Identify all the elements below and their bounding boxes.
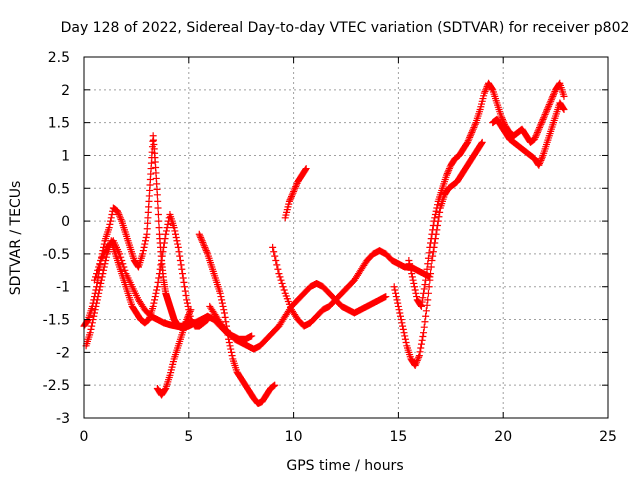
data-point-markers bbox=[405, 79, 568, 310]
y-tick-label: 0 bbox=[61, 214, 70, 230]
data-point-markers bbox=[390, 138, 486, 369]
data-points bbox=[80, 79, 568, 408]
axis-ticks: 0 5 10 15 20 25 -3 -2.5 -2 -1.5 -1 -0.5 0 0.5 1 1.5 2 2.5 bbox=[43, 50, 617, 445]
y-tick-label: -2 bbox=[56, 345, 70, 361]
y-tick-label: 1.5 bbox=[48, 116, 70, 132]
data-point-markers bbox=[206, 279, 390, 353]
x-tick-label: 10 bbox=[285, 429, 303, 445]
series-sat-f bbox=[206, 279, 390, 353]
x-tick-label: 20 bbox=[494, 429, 512, 445]
series-sat-j bbox=[405, 79, 568, 310]
y-axis-label: SDTVAR / TECUs bbox=[8, 181, 24, 296]
y-tick-label: -3 bbox=[56, 411, 70, 427]
series-sat-k bbox=[489, 99, 568, 169]
x-tick-label: 15 bbox=[389, 429, 407, 445]
series-sat-g bbox=[281, 165, 310, 222]
y-tick-label: -1.5 bbox=[43, 313, 70, 329]
y-tick-label: 2 bbox=[61, 83, 70, 99]
series-sat-h bbox=[269, 243, 434, 330]
x-tick-label: 0 bbox=[80, 429, 89, 445]
data-point-markers bbox=[153, 306, 195, 399]
y-tick-label: 2.5 bbox=[48, 50, 70, 66]
series-sat-d bbox=[153, 306, 195, 399]
data-point-markers bbox=[269, 243, 434, 330]
x-tick-label: 5 bbox=[184, 429, 193, 445]
x-axis-label: GPS time / hours bbox=[286, 458, 403, 474]
y-tick-label: 0.5 bbox=[48, 181, 70, 197]
chart-title: Day 128 of 2022, Sidereal Day-to-day VTE… bbox=[61, 20, 630, 36]
data-point-markers bbox=[489, 99, 568, 169]
data-point-markers bbox=[195, 230, 279, 408]
y-tick-label: 1 bbox=[61, 148, 70, 164]
y-tick-label: -1 bbox=[56, 280, 70, 296]
series-sat-i bbox=[390, 138, 486, 369]
plot-frame bbox=[83, 56, 609, 419]
series-sat-e bbox=[195, 230, 279, 408]
y-tick-label: -2.5 bbox=[43, 378, 70, 394]
data-point-markers bbox=[281, 165, 310, 222]
y-tick-label: -0.5 bbox=[43, 247, 70, 263]
x-tick-label: 25 bbox=[599, 429, 617, 445]
